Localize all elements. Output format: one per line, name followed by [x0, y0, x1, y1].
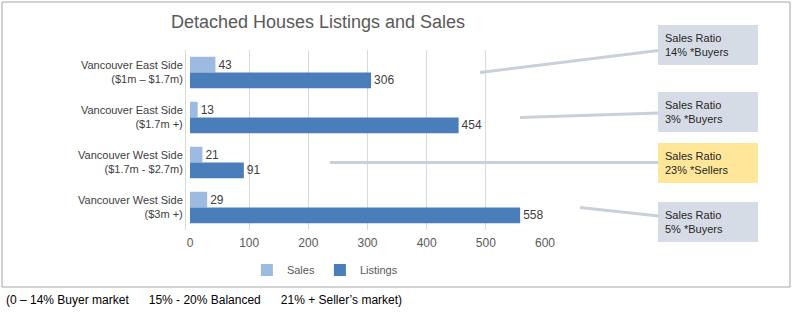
svg-text:Sales Ratio23% *Sellers: Sales Ratio23% *Sellers — [665, 150, 728, 176]
svg-text:Vancouver West Side($3m +): Vancouver West Side($3m +) — [78, 194, 183, 220]
svg-text:Vancouver West Side($1.7m - $2: Vancouver West Side($1.7m - $2.7m) — [78, 149, 183, 175]
svg-text:Sales Ratio5% *Buyers: Sales Ratio5% *Buyers — [665, 209, 723, 235]
svg-text:Vancouver East Side($1.7m +): Vancouver East Side($1.7m +) — [81, 104, 183, 130]
svg-text:400: 400 — [417, 236, 437, 250]
svg-text:500: 500 — [476, 236, 496, 250]
svg-text:200: 200 — [298, 236, 318, 250]
svg-text:91: 91 — [247, 163, 261, 177]
svg-text:Listings: Listings — [360, 264, 398, 276]
svg-text:454: 454 — [462, 118, 482, 132]
svg-text:Detached Houses Listings and S: Detached Houses Listings and Sales — [171, 12, 465, 32]
svg-text:Sales: Sales — [287, 264, 315, 276]
svg-text:43: 43 — [218, 58, 232, 72]
svg-text:100: 100 — [239, 236, 259, 250]
svg-text:600: 600 — [535, 236, 555, 250]
svg-text:(0 – 14% Buyer market 15%: (0 – 14% Buyer market 15% - 20% Balanced… — [6, 293, 402, 307]
svg-text:13: 13 — [201, 103, 215, 117]
svg-text:21: 21 — [205, 148, 219, 162]
svg-text:29: 29 — [210, 193, 224, 207]
svg-text:558: 558 — [523, 208, 543, 222]
svg-text:Vancouver East Side($1m – $1.7: Vancouver East Side($1m – $1.7m) — [81, 59, 183, 85]
svg-text:Sales Ratio3% *Buyers: Sales Ratio3% *Buyers — [665, 99, 723, 125]
svg-text:Sales Ratio14% *Buyers: Sales Ratio14% *Buyers — [665, 32, 729, 58]
svg-text:306: 306 — [374, 73, 394, 87]
svg-text:0: 0 — [187, 236, 194, 250]
svg-text:300: 300 — [357, 236, 377, 250]
